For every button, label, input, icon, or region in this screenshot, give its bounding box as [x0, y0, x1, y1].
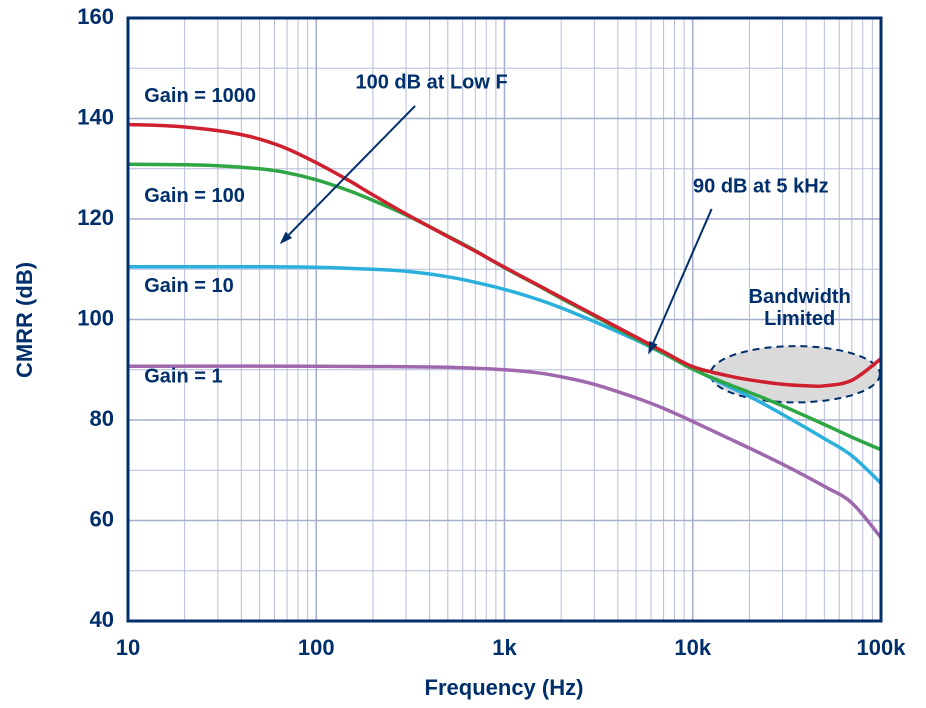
y-tick-label-60: 60	[90, 506, 114, 531]
y-tick-label-100: 100	[77, 305, 114, 330]
x-tick-label-100: 100	[298, 635, 335, 660]
gain-label: Gain = 10	[144, 275, 234, 297]
annotation-arrow-1	[652, 208, 713, 344]
bandwidth-limited-ellipse	[709, 345, 881, 404]
gain-label: Gain = 100	[144, 185, 245, 207]
annotation-arrow-0	[288, 105, 416, 236]
x-tick-label-10k: 10k	[674, 635, 711, 660]
annotation-arrow-1-head	[648, 340, 658, 355]
y-axis-title: CMRR (dB)	[12, 261, 37, 379]
annotation-text-1: 90 dB at 5 kHz	[693, 176, 829, 198]
y-tick-label-40: 40	[90, 607, 114, 632]
y-tick-label-120: 120	[77, 205, 114, 230]
annotation-arrow-0-head	[279, 231, 293, 245]
gain-label: Gain = 1000	[144, 85, 256, 107]
y-tick-label-160: 160	[77, 4, 114, 29]
x-tick-label-100k: 100k	[857, 635, 907, 660]
y-tick-label-80: 80	[90, 406, 114, 431]
curve-gain-1	[128, 364, 881, 540]
curves-group	[128, 122, 881, 540]
annotation-text-0: 100 dB at Low F	[355, 72, 507, 94]
gain-label: Gain = 1	[144, 366, 222, 388]
x-tick-label-10: 10	[116, 635, 140, 660]
plot-border	[126, 16, 883, 623]
annotation-bandwidth-limited: Limited	[764, 308, 835, 330]
x-axis-title: Frequency (Hz)	[424, 675, 584, 700]
annotation-bandwidth-limited: Bandwidth	[749, 286, 851, 308]
curve-gain-1000	[128, 122, 881, 389]
x-tick-label-1k: 1k	[492, 635, 517, 660]
curve-gain-10	[128, 264, 881, 486]
y-tick-label-140: 140	[77, 104, 114, 129]
